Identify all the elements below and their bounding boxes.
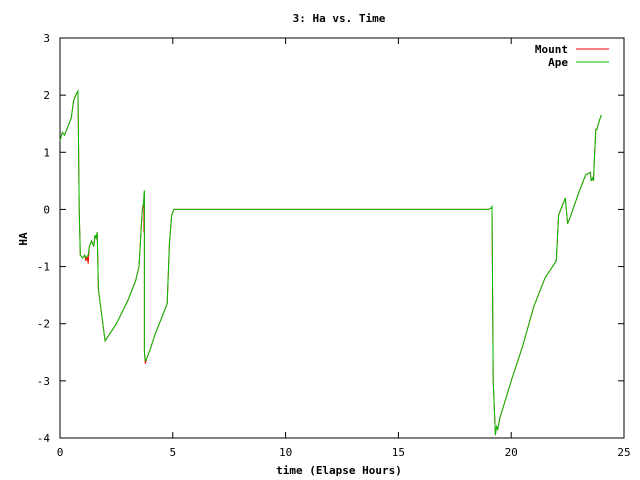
y-tick-label: 3 <box>43 32 50 45</box>
x-tick-label: 0 <box>57 446 64 459</box>
x-tick-label: 20 <box>505 446 518 459</box>
legend-label-ape: Ape <box>548 56 568 69</box>
chart-title: 3: Ha vs. Time <box>293 12 386 25</box>
x-tick-label: 5 <box>169 446 176 459</box>
x-tick-label: 25 <box>617 446 630 459</box>
y-tick-label: -3 <box>37 375 50 388</box>
x-tick-label: 10 <box>279 446 292 459</box>
y-tick-label: -4 <box>37 432 51 445</box>
y-tick-label: 2 <box>43 89 50 102</box>
y-tick-label: -2 <box>37 318 50 331</box>
y-tick-label: 0 <box>43 203 50 216</box>
x-axis-label: time (Elapse Hours) <box>276 464 402 477</box>
series-layer <box>59 89 602 436</box>
series-line-ape <box>59 89 602 436</box>
plot-frame <box>59 37 625 439</box>
x-tick-label: 15 <box>392 446 405 459</box>
x-axis: 0 5 10 15 20 25 <box>57 38 631 459</box>
legend-label-mount: Mount <box>535 43 568 56</box>
y-tick-label: -1 <box>37 261 50 274</box>
y-axis: -4 -3 -2 -1 0 1 2 3 <box>37 32 624 445</box>
y-tick-label: 1 <box>43 146 50 159</box>
y-axis-label: HA <box>17 232 30 246</box>
